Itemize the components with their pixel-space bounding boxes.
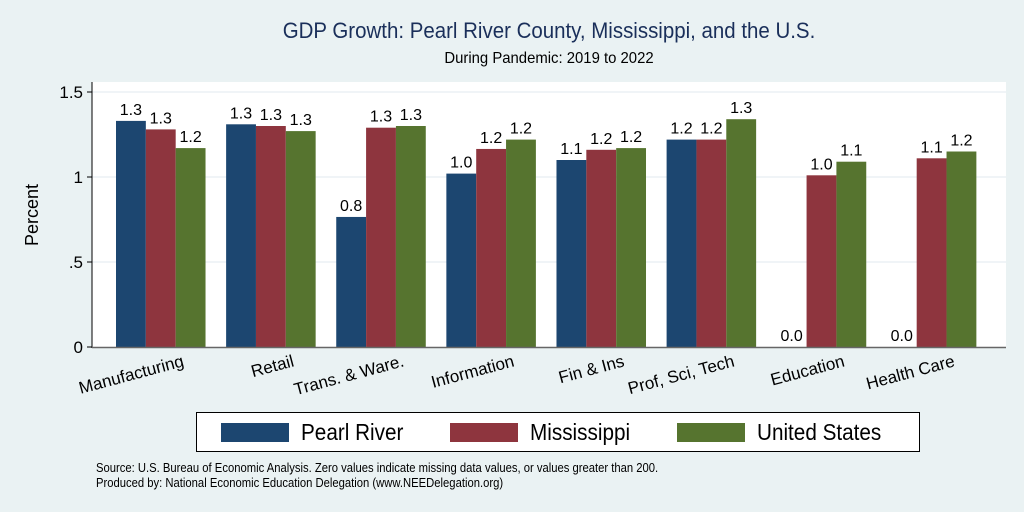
bar-pearl-river	[226, 124, 256, 347]
y-axis-label: Percent	[22, 184, 42, 246]
x-tick-label: Manufacturing	[77, 352, 186, 398]
x-tick-label: Retail	[249, 352, 296, 382]
chart-footer: Source: U.S. Bureau of Economic Analysis…	[96, 461, 721, 491]
data-label: 1.2	[700, 121, 722, 138]
data-label: 1.2	[670, 121, 692, 138]
bar-mississippi	[255, 126, 286, 347]
data-label: 1.1	[920, 139, 942, 156]
bar-united-states	[726, 119, 757, 347]
data-label: 1.0	[450, 155, 472, 172]
legend-item-united-states: United States	[677, 419, 895, 446]
producer-note: Produced by: National Economic Education…	[96, 476, 504, 490]
bar-mississippi	[916, 158, 947, 347]
data-label: 1.2	[510, 121, 532, 138]
data-label: 1.2	[480, 130, 502, 147]
data-label: 1.2	[179, 129, 201, 146]
x-tick-label: Trans. & Ware.	[292, 352, 406, 400]
bar-mississippi	[806, 175, 837, 347]
data-label: 1.3	[370, 109, 392, 126]
chart-title: GDP Growth: Pearl River County, Mississi…	[282, 18, 816, 43]
data-label: 0.0	[781, 328, 803, 345]
data-label: 1.2	[950, 133, 972, 150]
chart-subtitle: During Pandemic: 2019 to 2022	[444, 50, 654, 67]
y-tick-label: .5	[69, 253, 83, 272]
bar-pearl-river	[446, 173, 477, 347]
data-label: 0.0	[891, 328, 913, 345]
legend-label: United States	[757, 418, 882, 445]
legend-swatch-mississippi	[450, 422, 519, 442]
bar-mississippi	[366, 127, 396, 347]
data-label: 1.3	[120, 102, 142, 119]
bar-pearl-river	[116, 120, 146, 348]
legend-swatch-pearl-river	[220, 422, 289, 442]
data-label: 1.3	[400, 107, 422, 124]
bar-mississippi	[476, 148, 507, 347]
bar-united-states	[506, 139, 536, 347]
data-label: 1.1	[560, 141, 582, 158]
bars	[116, 119, 977, 348]
legend-item-pearl-river: Pearl River	[220, 418, 415, 446]
bar-mississippi	[145, 129, 176, 347]
data-label: 1.0	[810, 156, 832, 173]
legend-label: Pearl River	[300, 418, 404, 445]
source-note: Source: U.S. Bureau of Economic Analysis…	[96, 461, 659, 475]
bar-united-states	[836, 161, 867, 347]
bar-united-states	[285, 131, 316, 347]
x-tick-label: Information	[429, 352, 516, 392]
data-label: 1.2	[620, 129, 642, 146]
bar-united-states	[616, 148, 647, 347]
x-tick-label: Fin & Ins	[557, 352, 627, 388]
data-label: 1.3	[730, 100, 752, 117]
y-axis-ticks: 0 .5 1 1.5	[59, 83, 92, 357]
bar-pearl-river	[666, 139, 697, 347]
y-tick-label: 0	[74, 338, 83, 357]
legend-item-mississippi: Mississippi	[450, 419, 641, 446]
x-tick-label: Health Care	[864, 352, 957, 394]
data-label: 1.3	[290, 112, 312, 129]
data-label: 1.3	[230, 105, 252, 122]
bar-united-states	[175, 148, 206, 347]
data-label: 1.3	[150, 110, 172, 127]
legend-swatch-united-states	[677, 422, 746, 442]
bar-pearl-river	[336, 216, 367, 347]
data-label: 1.1	[840, 143, 862, 160]
bar-united-states	[946, 151, 977, 347]
bar-mississippi	[696, 139, 727, 347]
data-label: 1.2	[590, 131, 612, 148]
data-label: 0.8	[340, 198, 362, 215]
data-labels: 1.3 1.3 1.2 1.3 1.3 1.3 0.8 1.3 1.3 1.0 1.2 1.2 1.1 1…	[120, 100, 973, 345]
x-tick-label: Education	[769, 352, 847, 390]
y-tick-label: 1.5	[59, 83, 83, 102]
y-tick-label: 1	[74, 168, 83, 187]
bar-united-states	[395, 126, 426, 347]
x-tick-label: Prof, Sci, Tech	[626, 352, 736, 399]
bar-pearl-river	[556, 160, 587, 347]
legend-label: Mississippi	[530, 418, 631, 445]
data-label: 1.3	[260, 107, 282, 124]
legend: Pearl River Mississippi United States	[196, 412, 920, 452]
bar-mississippi	[586, 149, 617, 347]
